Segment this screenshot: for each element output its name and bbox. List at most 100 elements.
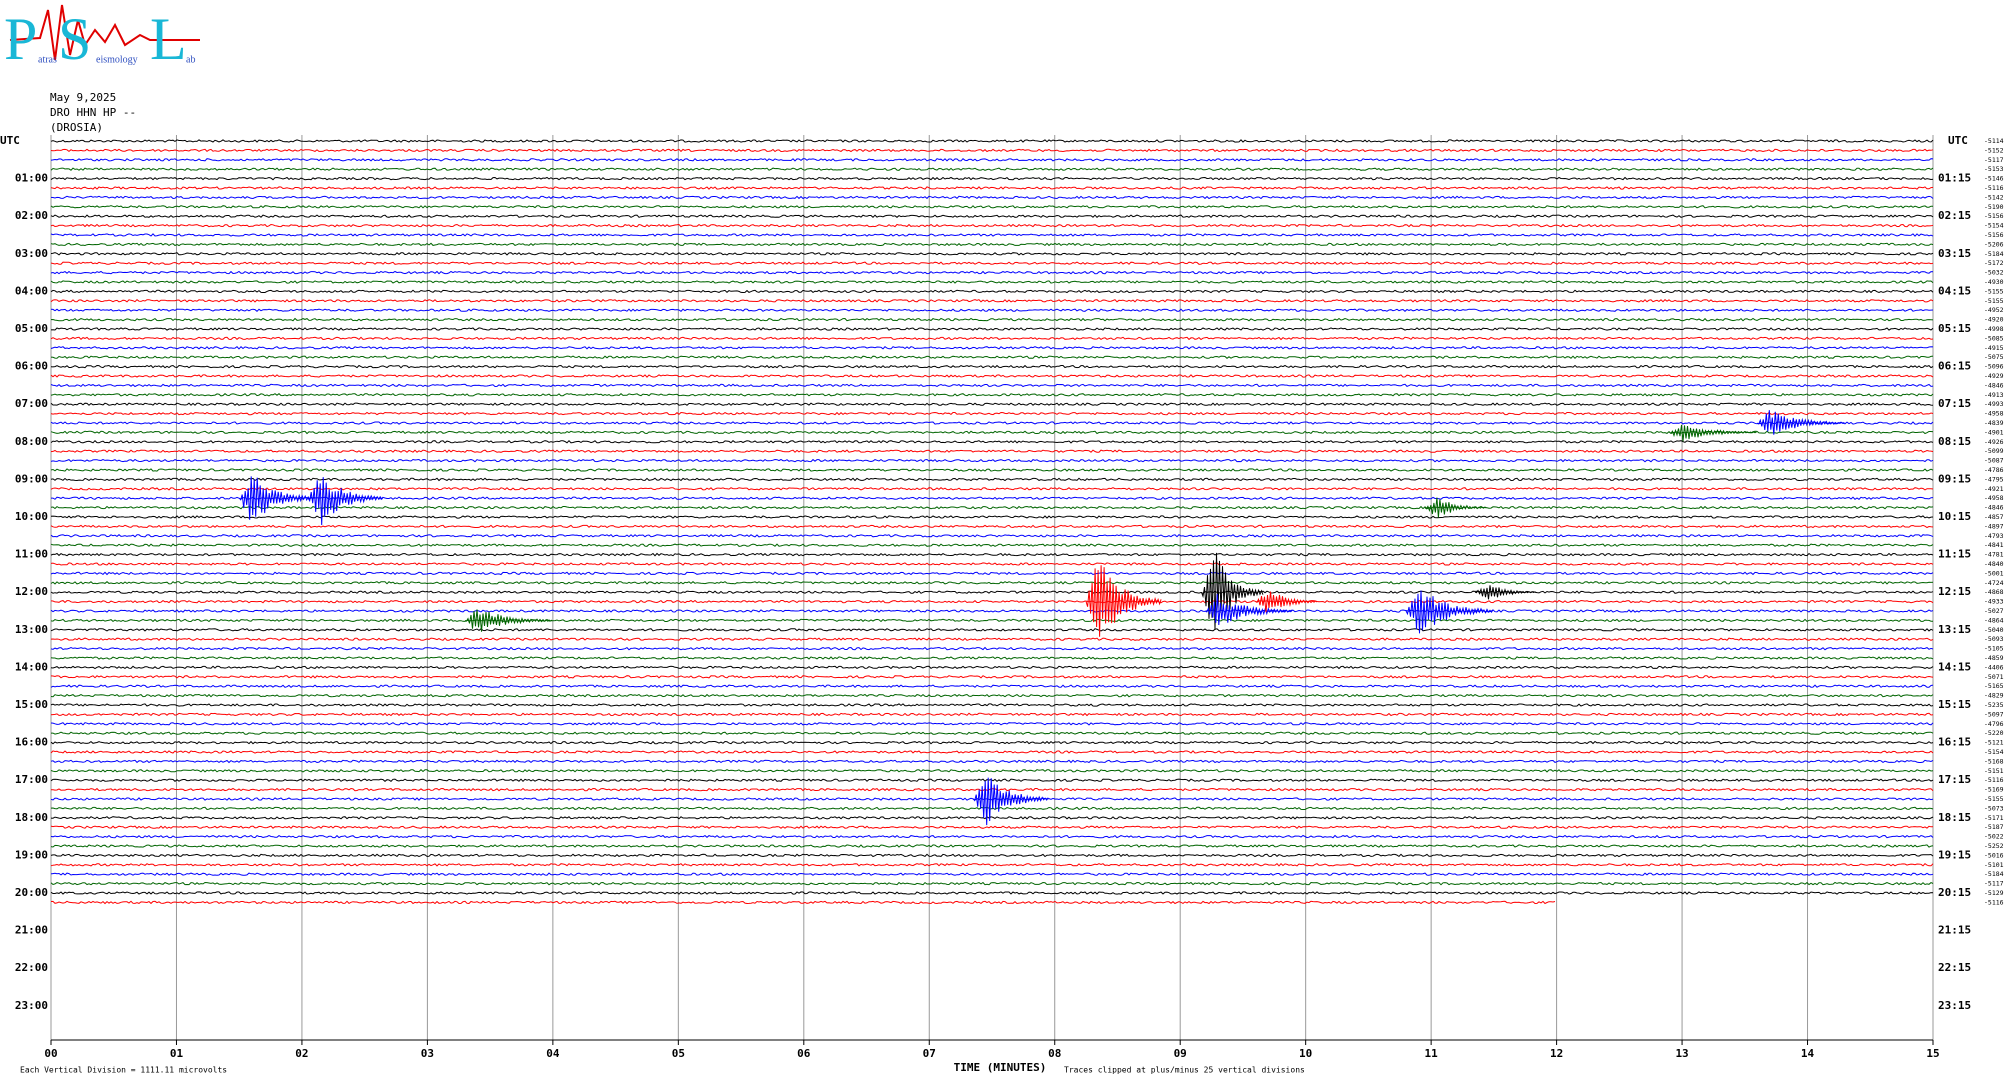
trace-offset: -4859 <box>1984 654 2004 662</box>
trace-offset: -4993 <box>1984 400 2004 408</box>
hour-label-right: 16:15 <box>1938 736 1971 749</box>
trace-offset: -5085 <box>1984 334 2004 342</box>
scale-note: Each Vertical Division = 1111.11 microvo… <box>20 1066 227 1075</box>
trace-offset: -5073 <box>1984 804 2004 812</box>
trace-offset: -4901 <box>1984 428 2004 436</box>
hour-label: 10:00 <box>15 510 48 523</box>
trace <box>50 176 1934 181</box>
trace-offset: -4406 <box>1984 663 2004 671</box>
trace-offset: -5187 <box>1984 823 2004 831</box>
trace-offset: -4857 <box>1984 513 2004 521</box>
trace-offset: -4929 <box>1984 372 2004 380</box>
event <box>972 777 1049 826</box>
trace <box>50 242 1934 247</box>
event <box>1255 591 1318 613</box>
trace-offset: -5146 <box>1984 175 2004 183</box>
trace <box>50 439 1934 444</box>
trace <box>50 505 1934 510</box>
trace-offset: -5151 <box>1984 767 2004 775</box>
x-tick-label: 09 <box>1174 1047 1187 1060</box>
hour-label-right: 15:15 <box>1938 698 1971 711</box>
trace-offset: -5155 <box>1984 795 2004 803</box>
hour-label-right: 07:15 <box>1938 397 1971 410</box>
trace <box>50 327 1934 331</box>
x-tick-label: 02 <box>295 1047 308 1060</box>
trace-offset: -5117 <box>1984 880 2004 888</box>
trace <box>50 186 1934 190</box>
trace <box>50 289 1934 294</box>
trace-offset: -4795 <box>1984 475 2004 483</box>
trace-offset: -4921 <box>1984 485 2004 493</box>
trace-offset: -4829 <box>1984 692 2004 700</box>
hour-label: 05:00 <box>15 322 48 335</box>
left-utc: UTC <box>0 134 20 147</box>
trace-offset: -5190 <box>1984 203 2004 211</box>
hour-label-right: 20:15 <box>1938 886 1971 899</box>
trace-offset: -4998 <box>1984 325 2004 333</box>
event <box>1757 410 1845 435</box>
hour-label: 23:00 <box>15 999 48 1012</box>
trace-offset: -5220 <box>1984 729 2004 737</box>
trace <box>50 167 1934 171</box>
hour-label: 15:00 <box>15 698 48 711</box>
x-tick-label: 08 <box>1048 1047 1061 1060</box>
trace-offset: -4933 <box>1984 598 2004 606</box>
trace-offset: -5171 <box>1984 814 2004 822</box>
logo-letter: P <box>4 6 37 72</box>
trace <box>50 609 1934 613</box>
right-utc: UTC <box>1948 134 1968 147</box>
trace-offset: -5155 <box>1984 297 2004 305</box>
trace <box>50 853 1934 858</box>
trace <box>50 590 1934 594</box>
trace-offset: -5099 <box>1984 447 2004 455</box>
trace-offset: -5121 <box>1984 739 2004 747</box>
event <box>1085 565 1162 637</box>
trace-offset: -5169 <box>1984 786 2004 794</box>
hour-label-right: 01:15 <box>1938 172 1971 185</box>
trace <box>50 712 1934 717</box>
trace <box>50 233 1934 237</box>
trace-offset: -4897 <box>1984 522 2004 530</box>
hour-label: 06:00 <box>15 360 48 373</box>
trace <box>50 637 1934 641</box>
trace <box>50 693 1934 698</box>
trace <box>50 675 1934 679</box>
site: (DROSIA) <box>50 121 103 134</box>
trace-offset: -5075 <box>1984 353 2004 361</box>
x-tick-label: 05 <box>672 1047 685 1060</box>
hour-label: 02:00 <box>15 209 48 222</box>
trace-offset: -5087 <box>1984 457 2004 465</box>
trace-offset: -4781 <box>1984 551 2004 559</box>
hour-label-right: 04:15 <box>1938 284 1971 297</box>
trace <box>50 562 1934 566</box>
hour-label: 11:00 <box>15 548 48 561</box>
hour-label-right: 13:15 <box>1938 623 1971 636</box>
trace <box>50 900 1556 905</box>
event <box>1474 585 1537 600</box>
trace-offset: -5116 <box>1984 776 2004 784</box>
trace <box>50 487 1934 491</box>
trace-offset: -5117 <box>1984 156 2004 164</box>
trace-offset: -5206 <box>1984 240 2004 248</box>
trace-offset: -5142 <box>1984 193 2004 201</box>
trace-offset: -5155 <box>1984 287 2004 295</box>
event <box>464 609 553 632</box>
trace-offset: -5129 <box>1984 889 2004 897</box>
trace-offset: -5168 <box>1984 757 2004 765</box>
trace <box>50 599 1934 604</box>
trace <box>50 214 1934 218</box>
hour-label-right: 23:15 <box>1938 999 1971 1012</box>
trace <box>50 684 1934 689</box>
trace <box>50 816 1934 820</box>
hour-label-right: 08:15 <box>1938 435 1971 448</box>
trace-offset: -5152 <box>1984 146 2004 154</box>
x-tick-label: 03 <box>421 1047 434 1060</box>
trace <box>50 364 1934 369</box>
trace <box>50 806 1934 811</box>
hour-label-right: 03:15 <box>1938 247 1971 260</box>
trace-offset: -4952 <box>1984 306 2004 314</box>
trace-offset: -5097 <box>1984 710 2004 718</box>
hour-label: 12:00 <box>15 585 48 598</box>
trace <box>50 139 1934 143</box>
